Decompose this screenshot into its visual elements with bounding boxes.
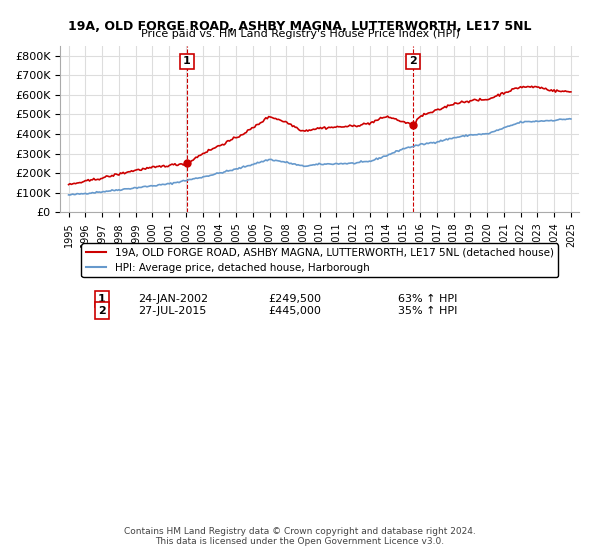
Text: 2: 2 (98, 306, 106, 315)
Text: 19A, OLD FORGE ROAD, ASHBY MAGNA, LUTTERWORTH, LE17 5NL: 19A, OLD FORGE ROAD, ASHBY MAGNA, LUTTER… (68, 20, 532, 32)
Text: Contains HM Land Registry data © Crown copyright and database right 2024.
This d: Contains HM Land Registry data © Crown c… (124, 526, 476, 546)
Text: 2: 2 (409, 57, 417, 67)
Legend: 19A, OLD FORGE ROAD, ASHBY MAGNA, LUTTERWORTH, LE17 5NL (detached house), HPI: A: 19A, OLD FORGE ROAD, ASHBY MAGNA, LUTTER… (82, 244, 558, 277)
Text: £249,500: £249,500 (268, 294, 321, 304)
Text: Price paid vs. HM Land Registry's House Price Index (HPI): Price paid vs. HM Land Registry's House … (140, 29, 460, 39)
Text: 1: 1 (183, 57, 191, 67)
Text: 1: 1 (98, 294, 106, 304)
Text: £445,000: £445,000 (268, 306, 321, 315)
Text: 27-JUL-2015: 27-JUL-2015 (138, 306, 206, 315)
Text: 24-JAN-2002: 24-JAN-2002 (138, 294, 208, 304)
Text: 35% ↑ HPI: 35% ↑ HPI (398, 306, 457, 315)
Text: 63% ↑ HPI: 63% ↑ HPI (398, 294, 457, 304)
